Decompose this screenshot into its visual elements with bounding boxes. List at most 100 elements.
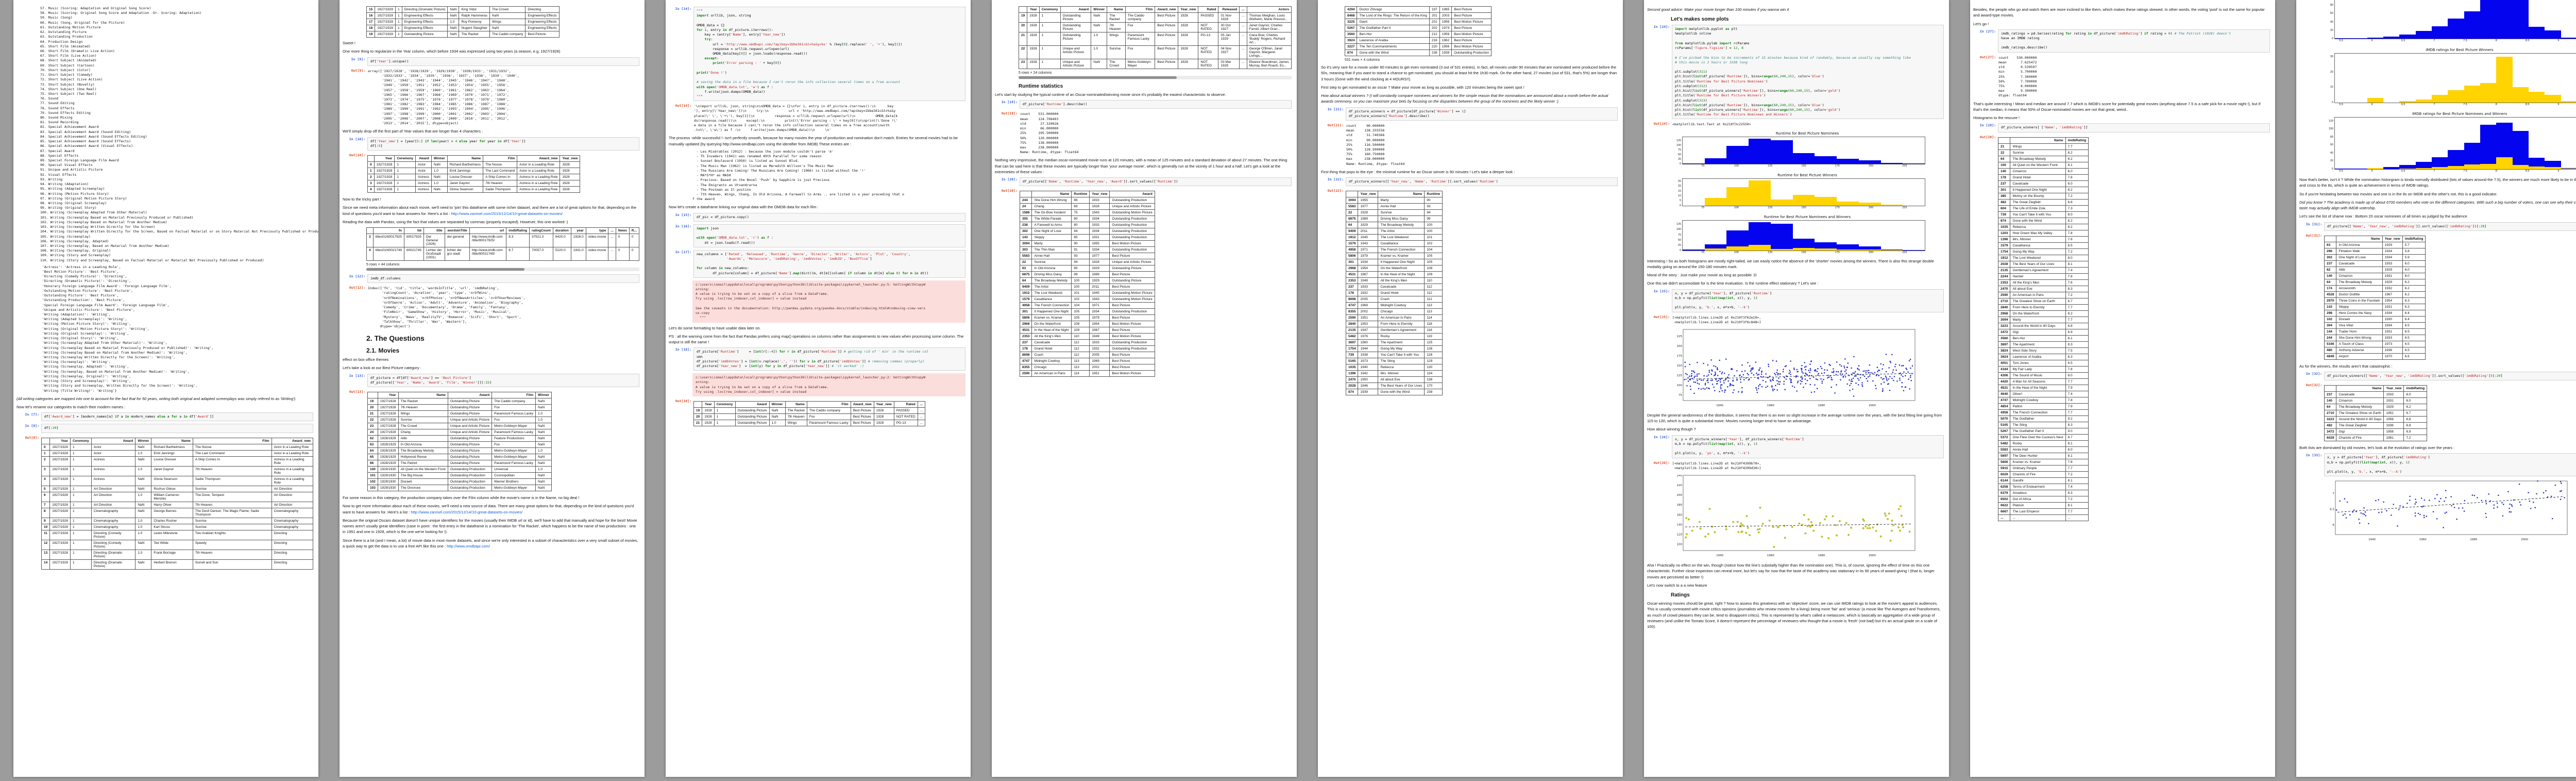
bar [1793,153,1815,164]
output-text: count 530.000000 mean 7.625472 std 0.539… [1998,55,2270,98]
svg-text:120: 120 [1677,533,1683,536]
code-cell: In [10]:df['Year_new'] = [year[5:] if le… [343,137,639,151]
code-source[interactable]: df_picture = df[df['Award_new'] == 'Best… [367,374,639,387]
column-header: Ceremony [395,156,416,162]
code-source[interactable]: df_picture[['Name', 'Runtime', 'Year_new… [1020,177,1292,186]
column-header: duration [553,228,571,234]
paragraph: Reading the data with Pandas, using the … [343,219,639,225]
x-tick-label: 6.5 [2401,169,2405,173]
y-tick-label: 60 [2330,143,2335,146]
horizontal-scrollbar[interactable] [1019,76,1292,79]
code-cell: In [15]:df_pic = df_picture.copy() [669,213,965,222]
y-tick-label: 125 [1676,139,1683,142]
y-tick-label: 100 [2329,127,2335,130]
horizontal-scrollbar[interactable] [366,268,639,271]
column-header: Name [2336,236,2382,242]
scrollbar-thumb[interactable] [366,268,524,271]
y-tick-label: 5 [1680,199,1683,202]
code-source[interactable]: df['Year'].unique() [367,57,639,66]
hyperlink[interactable]: http://www.omdbapi.com/ [447,544,490,549]
x-tick-label: 100 [1734,164,1739,168]
code-cell: In [17]:new_columns = ['Rated', 'Release… [669,250,965,278]
output-cell: Out[9]:array(['1927/1928', '1928/1929', … [343,69,639,126]
paragraph: First step to get nominated to an oscar … [1321,85,1618,90]
y-tick-label: 10 [2330,86,2335,89]
bar-overlay [1726,246,1749,251]
code-source[interactable]: df[:20] [41,424,313,433]
code-source[interactable]: df_pic = df_picture.copy() [693,213,965,222]
code-source[interactable]: df_picture_winners[['Year_new', 'Name', … [1346,177,1618,186]
paragraph: One this we didn't accomodate for is the… [1647,280,1944,286]
y-tick-label: 0 [1680,162,1683,165]
input-prompt: In [13]: [343,374,367,378]
code-source[interactable]: new_columns = ['Rated', 'Released', 'Run… [693,250,965,278]
paragraph: Since we need meta information about eac… [343,205,639,217]
code-source[interactable]: x, y = df_picture_winners['Year'], df_pi… [1672,435,1944,458]
output-prompt: Out[26]: [1647,461,1672,466]
notebook-page-1: 57. Music (Scoring: Adaptation and Origi… [13,0,318,777]
hyperlink[interactable]: http://www.zanmel.com/2015/12/14/10-grea… [451,211,563,216]
scrollbar-thumb[interactable] [1019,76,1177,79]
code-source[interactable]: x, y = df_picture['Year'], df_picture['i… [2324,453,2576,476]
code-source[interactable]: df_picture[['Name', 'Year_new', 'imdbRat… [2324,222,2576,231]
code-source[interactable]: df_picture_winners = df_picture[df_pictu… [1346,107,1618,121]
svg-text:6: 6 [2333,524,2335,527]
x-tick-label: 75 [1701,206,1704,209]
code-source[interactable]: df_picture['Runtime'] = [int(r[:-4]) for… [693,347,965,371]
paragraph: For some reason in this category, the pr… [343,495,639,501]
code-cell: In [24]:import matplotlib.pyplot as plt … [1647,25,1944,119]
warning-message: c:\users\ismail\appdata\local\programs\p… [692,280,965,323]
code-source[interactable]: import json with open('OMDB_data.txt', '… [693,224,965,247]
code-source[interactable]: import matplotlib.pyplot as plt %matplot… [1672,25,1944,119]
code-source[interactable]: df['Award_new'] = [modern_names[a] if a … [41,412,313,421]
code-source[interactable]: """ import urllib, json, string OMDB_dat… [693,7,965,101]
x-tick-label: 100 [1734,206,1739,209]
hyperlink[interactable]: http://www.zanmel.com/2015/12/14/10-grea… [411,510,522,514]
column-header: Name [2010,137,2065,143]
bar [2480,0,2496,39]
code-source[interactable]: df_picture['Runtime'].describe() [1020,100,1292,109]
code-source[interactable]: df_picture_winners[['Name', 'Year_new', … [2324,372,2576,380]
column-header: imdbRating [2065,137,2089,143]
input-prompt: In [28]: [1973,123,1998,128]
minor-heading: Runtime statistics [1019,84,1292,89]
code-source[interactable]: df['Year_new'] = [year[5:] if len(year) … [367,137,639,151]
svg-text:7: 7 [2333,493,2335,496]
code-source[interactable]: x, y = df_picture['Year'], df_picture['R… [1672,289,1944,312]
column-header: Name [398,392,448,398]
column-header [1020,191,1032,197]
table-shape-note: 5 rows × 44 columns [366,263,639,267]
column-header: Name [1378,191,1425,197]
code-source[interactable]: df_picture_winners[ ['Name', 'imdbRating… [1998,123,2270,132]
svg-text:200: 200 [1677,494,1683,497]
svg-text:1960: 1960 [1767,404,1774,407]
code-source[interactable]: imdb_ratings = pd.Series(rating for rati… [1998,29,2270,53]
bar [2496,0,2512,39]
code-source[interactable]: imdb_df.columns [367,274,639,283]
input-prompt: In [24]: [1647,25,1672,29]
bar [2480,83,2496,103]
